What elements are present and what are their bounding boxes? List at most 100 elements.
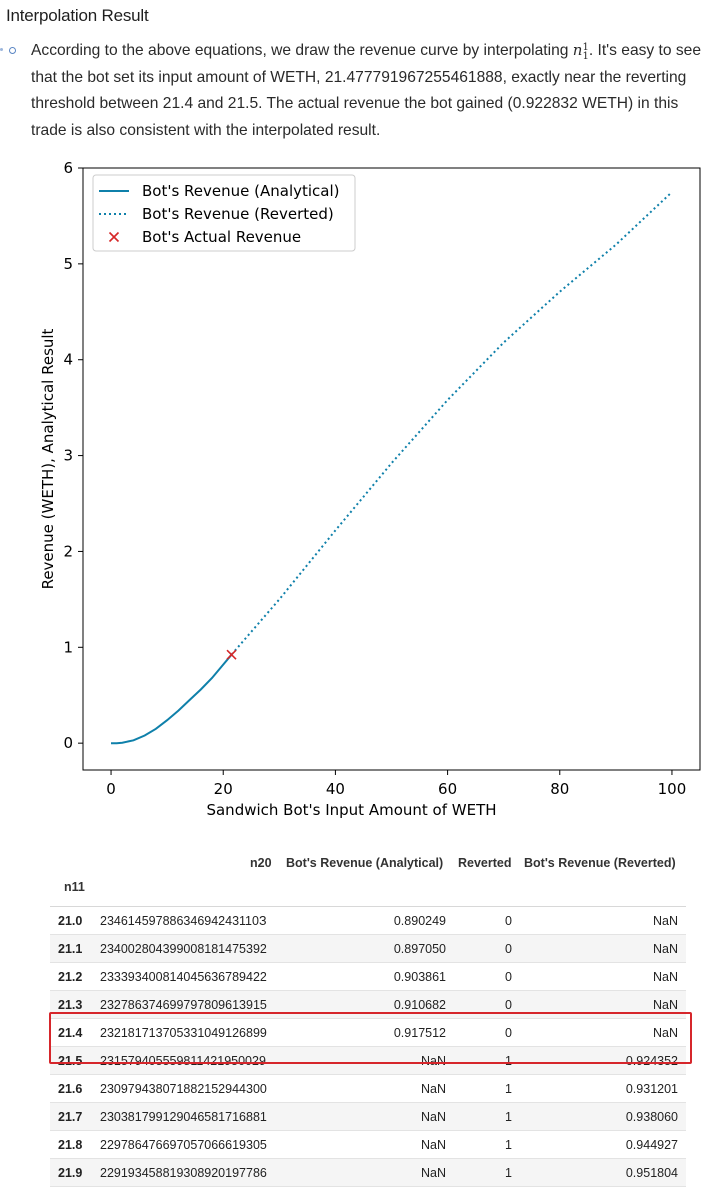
cell-reverted: 0 — [505, 1026, 512, 1040]
y-tick-label: 3 — [63, 447, 73, 465]
row-index: 21.2 — [58, 970, 83, 984]
table-body: 21.0 23461459788634694243110З 0.890249 0 NaN… — [50, 907, 686, 1187]
index-name: n11 — [64, 880, 85, 894]
table-row: 21.9 229193458819308920197786 NaN 1 0.951804 — [50, 1159, 686, 1187]
cell-reverted: 1 — [505, 1054, 512, 1068]
reverted-revenue-line — [230, 191, 673, 656]
cell-n20: 233393400814045636789422 — [100, 970, 267, 984]
row-index: 21.9 — [58, 1166, 83, 1180]
cell-analytical: 0.903861 — [393, 970, 446, 984]
cell-reverted-revenue: NaN — [652, 998, 678, 1012]
cell-n20: 230381799129046581716881 — [100, 1110, 267, 1124]
cell-reverted-revenue: 0.931201 — [625, 1082, 678, 1096]
legend-label: Bot's Actual Revenue — [142, 228, 301, 246]
legend-box — [92, 174, 356, 252]
cell-analytical: NaN — [420, 1138, 446, 1152]
cell-reverted-revenue: NaN — [652, 942, 678, 956]
col-header-reverted: Reverted — [458, 856, 512, 870]
cell-n20: 232181713705331049126899 — [100, 1026, 267, 1040]
row-index: 21.7 — [58, 1110, 83, 1124]
list-bullet-icon — [9, 47, 16, 54]
cell-reverted: 0 — [505, 970, 512, 984]
cell-reverted: 0 — [505, 942, 512, 956]
cell-n20: 232786374699797809613915 — [100, 998, 267, 1012]
cell-n20: 229193458819308920197786 — [100, 1166, 267, 1180]
description-paragraph: According to the above equations, we dra… — [31, 37, 707, 144]
index-header: n11 — [50, 876, 686, 907]
table-header: n20 Bot's Revenue (Analytical) Reverted … — [50, 850, 686, 876]
x-tick-label: 100 — [658, 780, 687, 798]
row-index: 21.3 — [58, 998, 83, 1012]
edge-marker — [0, 48, 3, 51]
cell-analytical: 0.897050 — [393, 942, 446, 956]
row-index: 21.5 — [58, 1054, 83, 1068]
col-header-n20: n20 — [250, 856, 272, 870]
x-tick-label: 40 — [326, 780, 345, 798]
data-table: n20 Bot's Revenue (Analytical) Reverted … — [50, 850, 686, 1187]
legend-label: Bot's Revenue (Analytical) — [142, 182, 340, 200]
x-tick-label: 60 — [438, 780, 457, 798]
y-tick-label: 4 — [63, 351, 73, 369]
legend-marker-icon — [108, 231, 120, 243]
plot-frame — [82, 167, 701, 771]
cell-reverted-revenue: 0.924352 — [625, 1054, 678, 1068]
y-tick-label: 5 — [63, 255, 73, 273]
analytical-revenue-line — [111, 654, 232, 745]
actual-revenue-marker — [226, 649, 237, 660]
cell-reverted-revenue: 0.938060 — [625, 1110, 678, 1124]
cell-reverted-revenue: NaN — [652, 970, 678, 984]
cell-analytical: NaN — [420, 1082, 446, 1096]
cell-reverted: 1 — [505, 1138, 512, 1152]
table-row: 21.1 234002804399008181475392 0.897050 0 NaN — [50, 935, 686, 963]
row-index: 21.1 — [58, 942, 83, 956]
section-title: Interpolation Result — [6, 6, 149, 25]
row-index: 21.8 — [58, 1138, 83, 1152]
cell-analytical: 0.910682 — [393, 998, 446, 1012]
paragraph-text-2: . It's easy to see that the bot set its … — [31, 42, 702, 139]
cell-n20: 229786476697057066619305 — [100, 1138, 267, 1152]
cell-analytical: 0.890249 — [393, 914, 446, 928]
x-tick-label: 80 — [550, 780, 569, 798]
revenue-chart: 0 20 40 60 80 100 0 1 2 3 4 5 6 Sandwich Bot's Input … — [39, 159, 701, 819]
table-row: 21.5 231579405559811421950029 NaN 1 0.924352 — [50, 1047, 686, 1075]
paragraph-text-1: According to the above equations, we dra… — [31, 42, 573, 59]
table-row: 21.2 233393400814045636789422 0.903861 0 NaN — [50, 963, 686, 991]
table-row: 21.4 232181713705331049126899 0.917512 0 NaN — [50, 1019, 686, 1047]
cell-reverted: 1 — [505, 1166, 512, 1180]
cell-reverted-revenue: NaN — [652, 914, 678, 928]
table-row: 21.6 230979438071882152944300 NaN 1 0.931201 — [50, 1075, 686, 1103]
cell-reverted: 1 — [505, 1082, 512, 1096]
cell-n20: 230979438071882152944300 — [100, 1082, 267, 1096]
cell-n20: 23461459788634694243110З — [100, 914, 267, 928]
x-axis-label: Sandwich Bot's Input Amount of WETH — [206, 801, 496, 819]
row-index: 21.4 — [58, 1026, 83, 1040]
row-index: 21.0 — [58, 914, 83, 928]
x-tick-label: 0 — [106, 780, 116, 798]
cell-n20: 234002804399008181475392 — [100, 942, 267, 956]
cell-reverted-revenue: NaN — [652, 1026, 678, 1040]
row-index: 21.6 — [58, 1082, 83, 1096]
cell-analytical: NaN — [420, 1054, 446, 1068]
cell-analytical: NaN — [420, 1110, 446, 1124]
cell-reverted-revenue: 0.951804 — [625, 1166, 678, 1180]
col-header-reverted-revenue: Bot's Revenue (Reverted) — [524, 856, 676, 870]
table-row: 21.0 23461459788634694243110З 0.890249 0 NaN — [50, 907, 686, 935]
y-tick-label: 6 — [63, 159, 73, 177]
x-tick-label: 20 — [214, 780, 233, 798]
y-tick-label: 1 — [63, 638, 73, 656]
cell-n20: 231579405559811421950029 — [100, 1054, 266, 1068]
y-tick-label: 0 — [63, 734, 73, 752]
col-header-analytical: Bot's Revenue (Analytical) — [286, 856, 444, 870]
cell-reverted-revenue: 0.944927 — [625, 1138, 678, 1152]
table-row: 21.8 229786476697057066619305 NaN 1 0.944927 — [50, 1131, 686, 1159]
table-row: 21.7 230381799129046581716881 NaN 1 0.938060 — [50, 1103, 686, 1131]
y-axis-label: Revenue (WETH), Analytical Result — [39, 328, 57, 589]
cell-reverted: 0 — [505, 998, 512, 1012]
cell-reverted: 0 — [505, 914, 512, 928]
cell-reverted: 1 — [505, 1110, 512, 1124]
y-tick-label: 2 — [63, 542, 73, 560]
cell-analytical: 0.917512 — [393, 1026, 446, 1040]
legend-label: Bot's Revenue (Reverted) — [142, 205, 334, 223]
cell-analytical: NaN — [420, 1166, 446, 1180]
